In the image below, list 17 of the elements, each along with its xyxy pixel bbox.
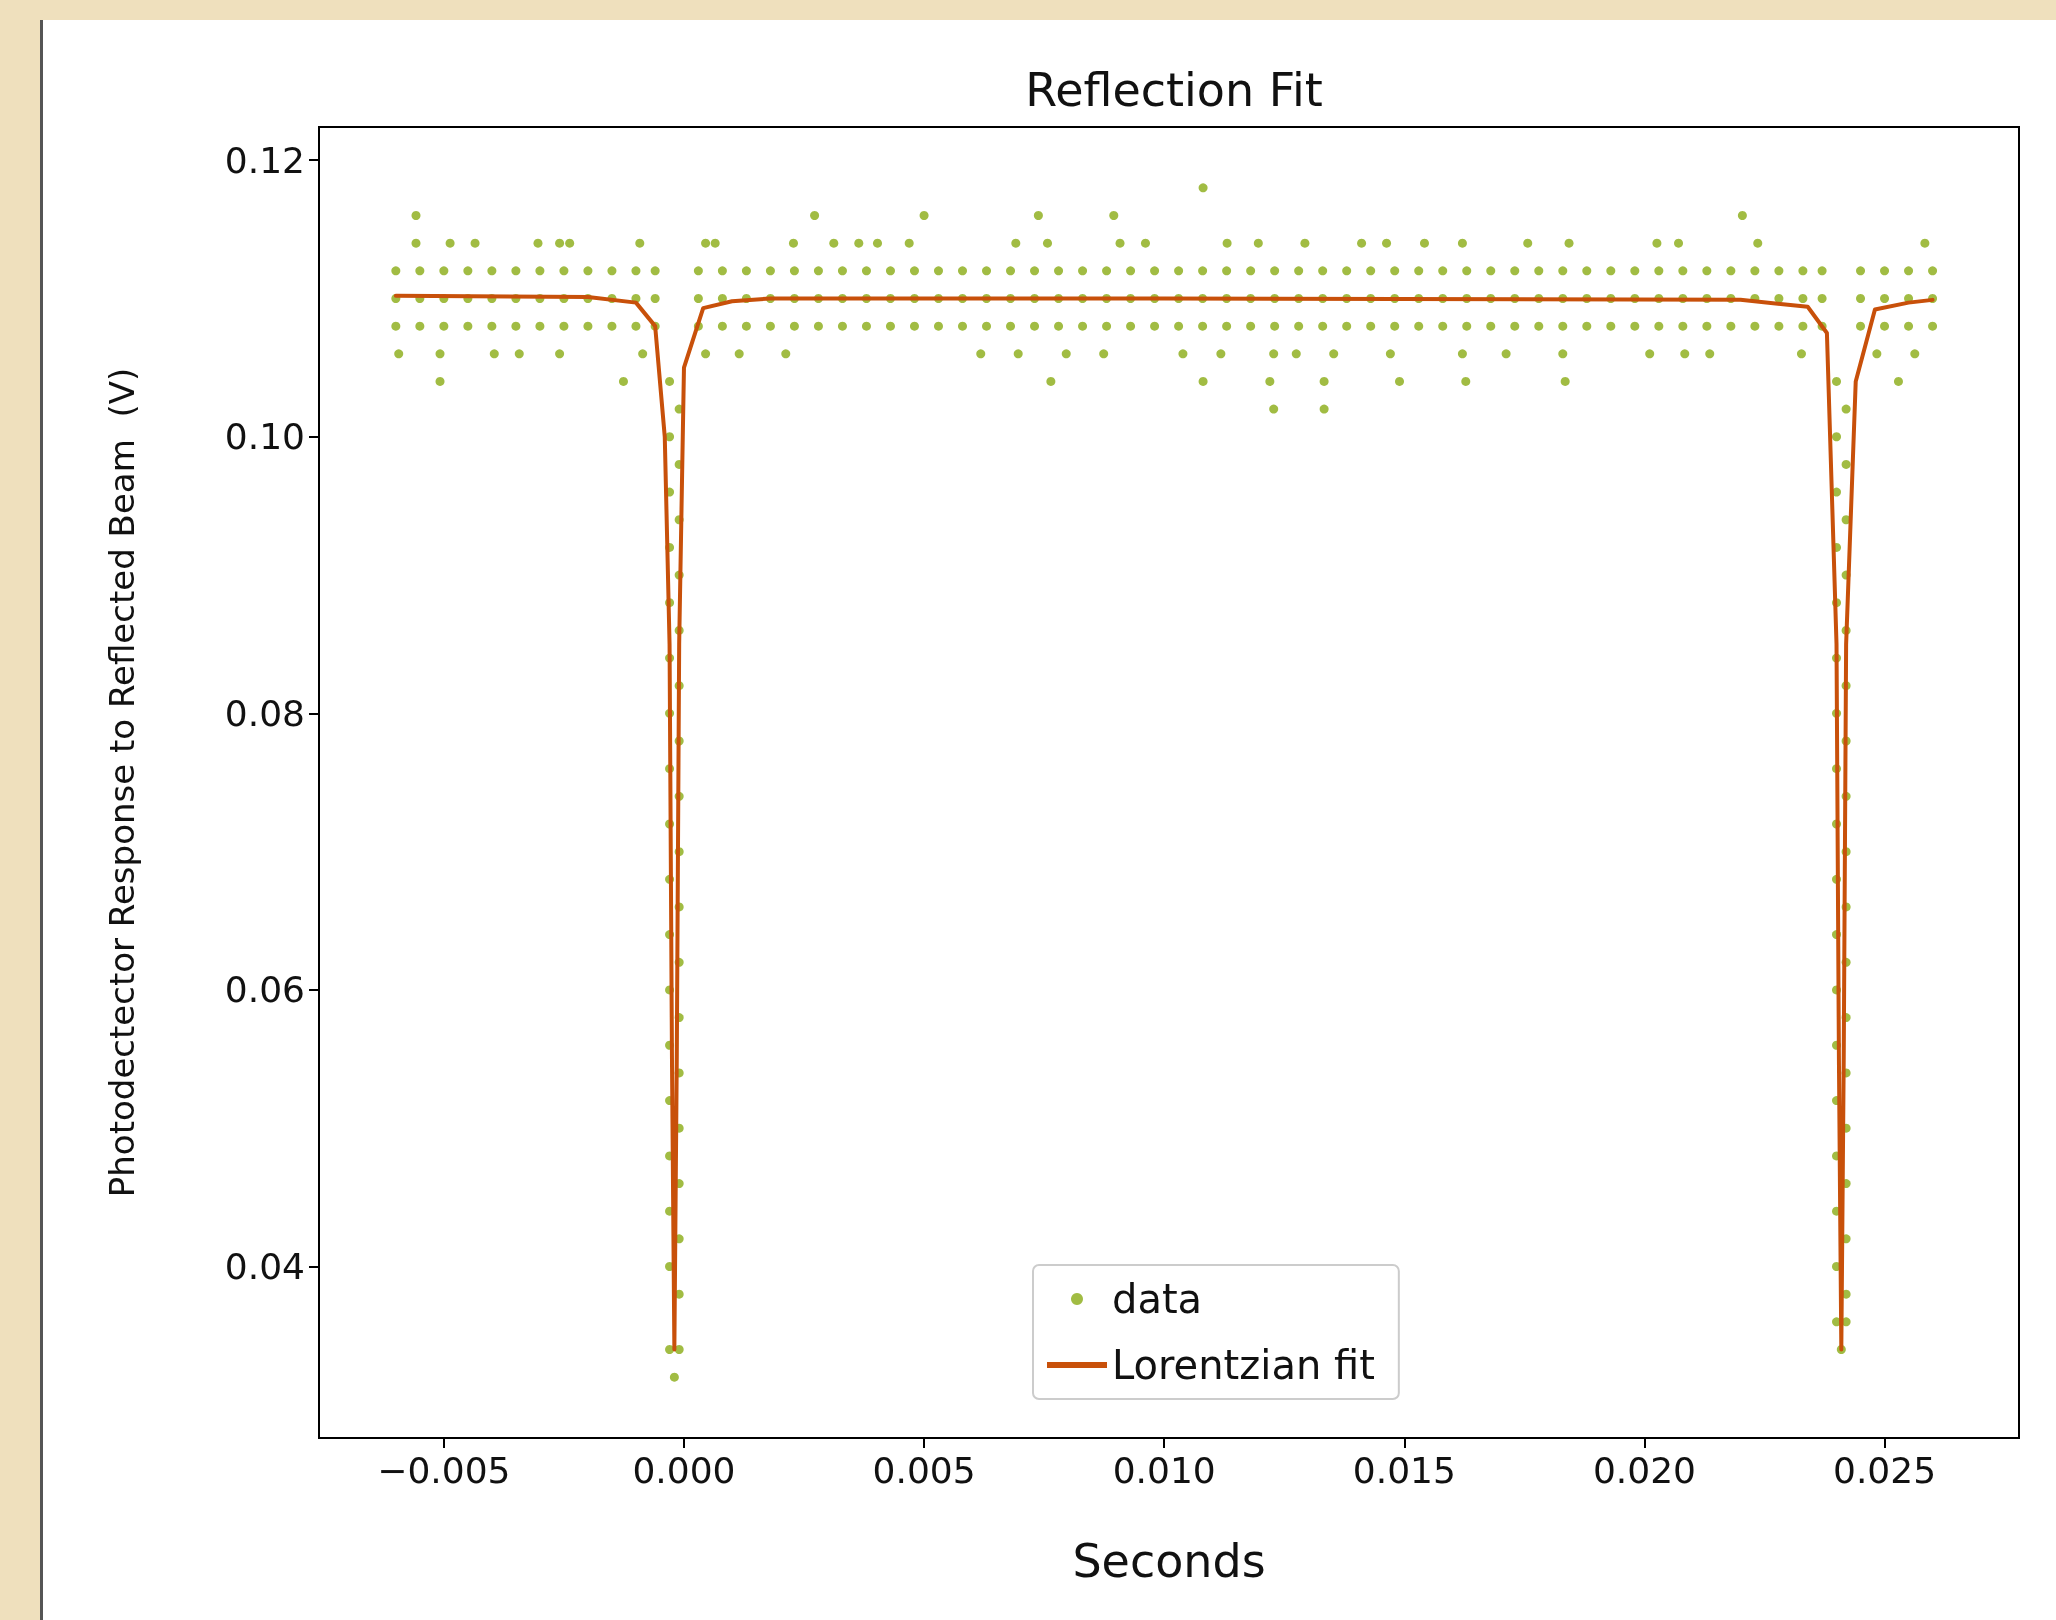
y-tick-label: 0.10 (224, 416, 305, 458)
y-tick-label: 0.04 (224, 1246, 305, 1288)
y-tick-label: 0.12 (224, 139, 305, 181)
x-tick-label: 0.025 (1833, 1449, 1937, 1491)
y-axis-title: Photodectector Response to Reflected Beam (V) (102, 367, 142, 1198)
x-tick-label: 0.020 (1592, 1449, 1696, 1491)
x-tick-label: −0.005 (377, 1449, 511, 1491)
y-tick-label: 0.08 (224, 692, 305, 734)
x-axis-title: Seconds (1072, 1534, 1266, 1588)
legend-label: data (1112, 1276, 1203, 1322)
x-tick-label: 0.015 (1352, 1449, 1456, 1491)
chart-title: Reflection Fit (1025, 63, 1323, 117)
x-tick-label: 0.010 (1112, 1449, 1216, 1491)
x-tick-label: 0.005 (872, 1449, 976, 1491)
y-tick-label: 0.06 (224, 969, 305, 1011)
x-tick-label: 0.000 (632, 1449, 736, 1491)
legend-label: Lorentzian fit (1112, 1342, 1375, 1388)
